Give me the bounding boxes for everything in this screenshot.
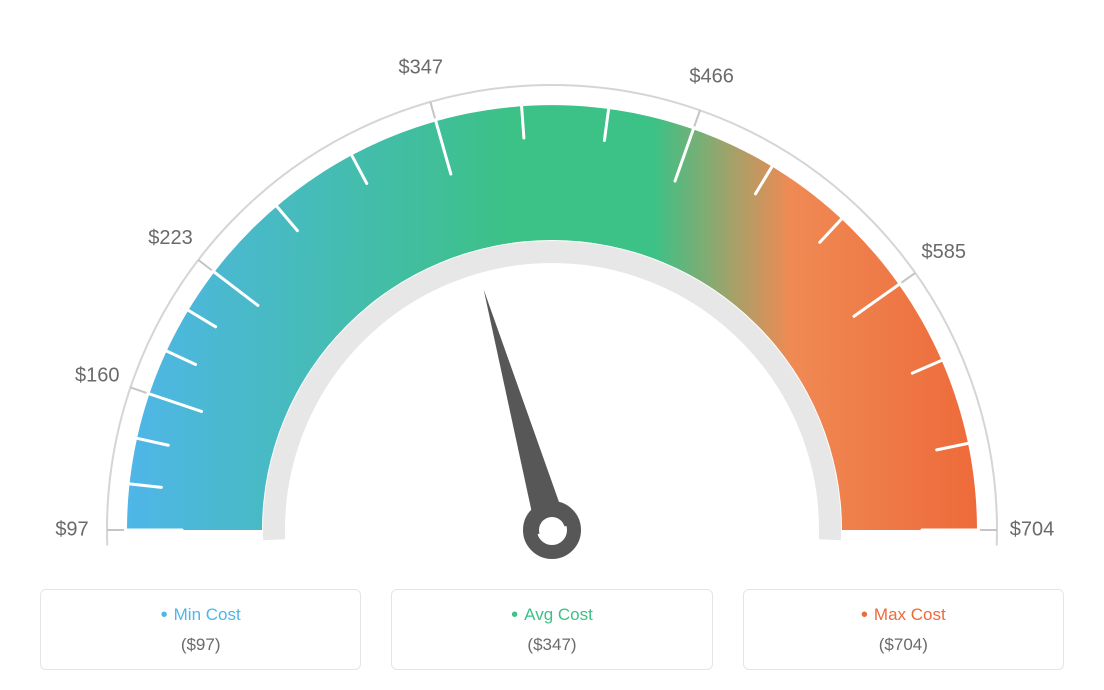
tick-label: $347	[399, 57, 444, 79]
tick-label: $585	[922, 241, 967, 263]
legend-box-min: Min Cost ($97)	[40, 589, 361, 670]
legend-box-avg: Avg Cost ($347)	[391, 589, 712, 670]
legend-value-max: ($704)	[754, 635, 1053, 655]
gauge-band	[127, 105, 977, 540]
gauge-needle	[484, 290, 568, 535]
gauge-svg: $97 $160 $223 $347 $466 $585 $704	[0, 0, 1104, 690]
legend-title-min: Min Cost	[51, 604, 350, 627]
legend-title-avg: Avg Cost	[402, 604, 701, 627]
legend-box-max: Max Cost ($704)	[743, 589, 1064, 670]
legend-value-min: ($97)	[51, 635, 350, 655]
tick-label: $223	[148, 227, 193, 249]
tick-label: $466	[689, 66, 734, 88]
tick-label: $704	[1010, 518, 1055, 540]
tick-label: $97	[55, 518, 88, 540]
legend: Min Cost ($97) Avg Cost ($347) Max Cost …	[0, 589, 1104, 670]
cost-gauge-chart: $97 $160 $223 $347 $466 $585 $704 Min Cost ($9…	[0, 0, 1104, 690]
legend-value-avg: ($347)	[402, 635, 701, 655]
legend-title-max: Max Cost	[754, 604, 1053, 627]
tick-label: $160	[75, 365, 120, 387]
